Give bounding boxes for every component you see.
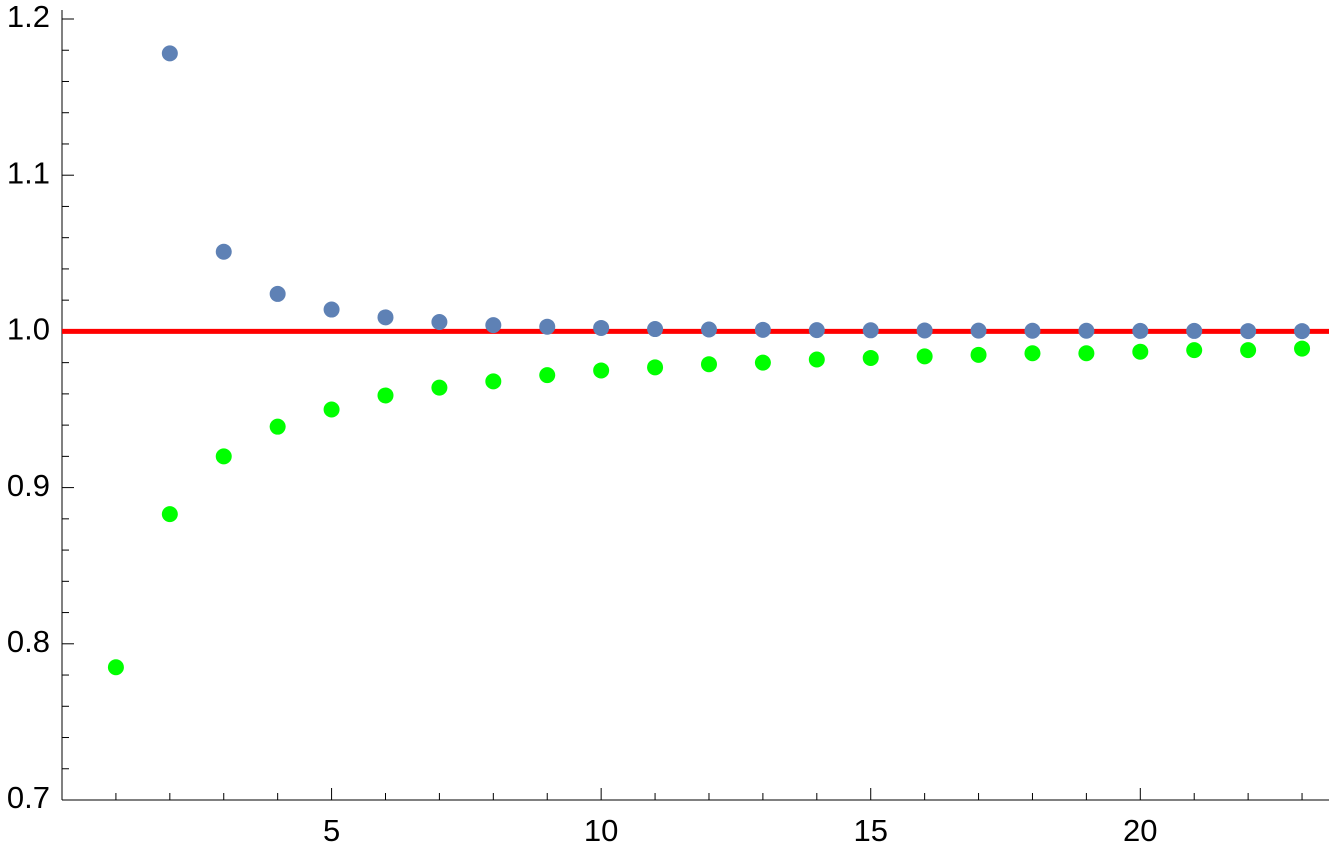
y-tick-label: 0.9 (7, 468, 50, 503)
point (539, 367, 556, 384)
point (647, 321, 664, 338)
point (323, 301, 340, 318)
point (970, 322, 987, 339)
point (916, 322, 933, 339)
point (431, 379, 448, 396)
point (700, 356, 717, 373)
point (808, 322, 825, 339)
point (161, 45, 178, 62)
point (377, 387, 394, 404)
point (431, 314, 448, 331)
x-tick-label: 10 (584, 813, 618, 848)
point (323, 401, 340, 418)
point (1078, 345, 1095, 362)
point (161, 506, 178, 523)
x-tick-label: 20 (1123, 813, 1157, 848)
y-tick-label: 1.0 (7, 312, 50, 347)
point (700, 321, 717, 338)
point (539, 318, 556, 335)
point (269, 418, 286, 435)
point (808, 351, 825, 368)
point (916, 348, 933, 365)
point (754, 321, 771, 338)
point (593, 362, 610, 379)
point (970, 346, 987, 363)
point (1132, 322, 1149, 339)
point (1024, 322, 1041, 339)
point (269, 285, 286, 302)
x-tick-label: 15 (853, 813, 887, 848)
point (754, 354, 771, 371)
point (485, 317, 502, 334)
point (1186, 342, 1203, 359)
point (485, 373, 502, 390)
point (215, 243, 232, 260)
point (593, 319, 610, 336)
point (1240, 323, 1257, 340)
point (107, 659, 124, 676)
y-tick-label: 0.8 (7, 624, 50, 659)
point (1078, 322, 1095, 339)
x-tick-label: 5 (323, 813, 340, 848)
point (862, 322, 879, 339)
point (215, 448, 232, 465)
y-tick-label: 1.1 (7, 155, 50, 190)
point (1024, 345, 1041, 362)
point (1294, 340, 1311, 357)
point (1132, 343, 1149, 360)
point (1240, 342, 1257, 359)
y-tick-label: 1.2 (7, 0, 50, 34)
point (377, 309, 394, 326)
point (1186, 322, 1203, 339)
point (1294, 323, 1311, 340)
y-tick-label: 0.7 (7, 780, 50, 815)
point (862, 349, 879, 366)
point (647, 359, 664, 376)
